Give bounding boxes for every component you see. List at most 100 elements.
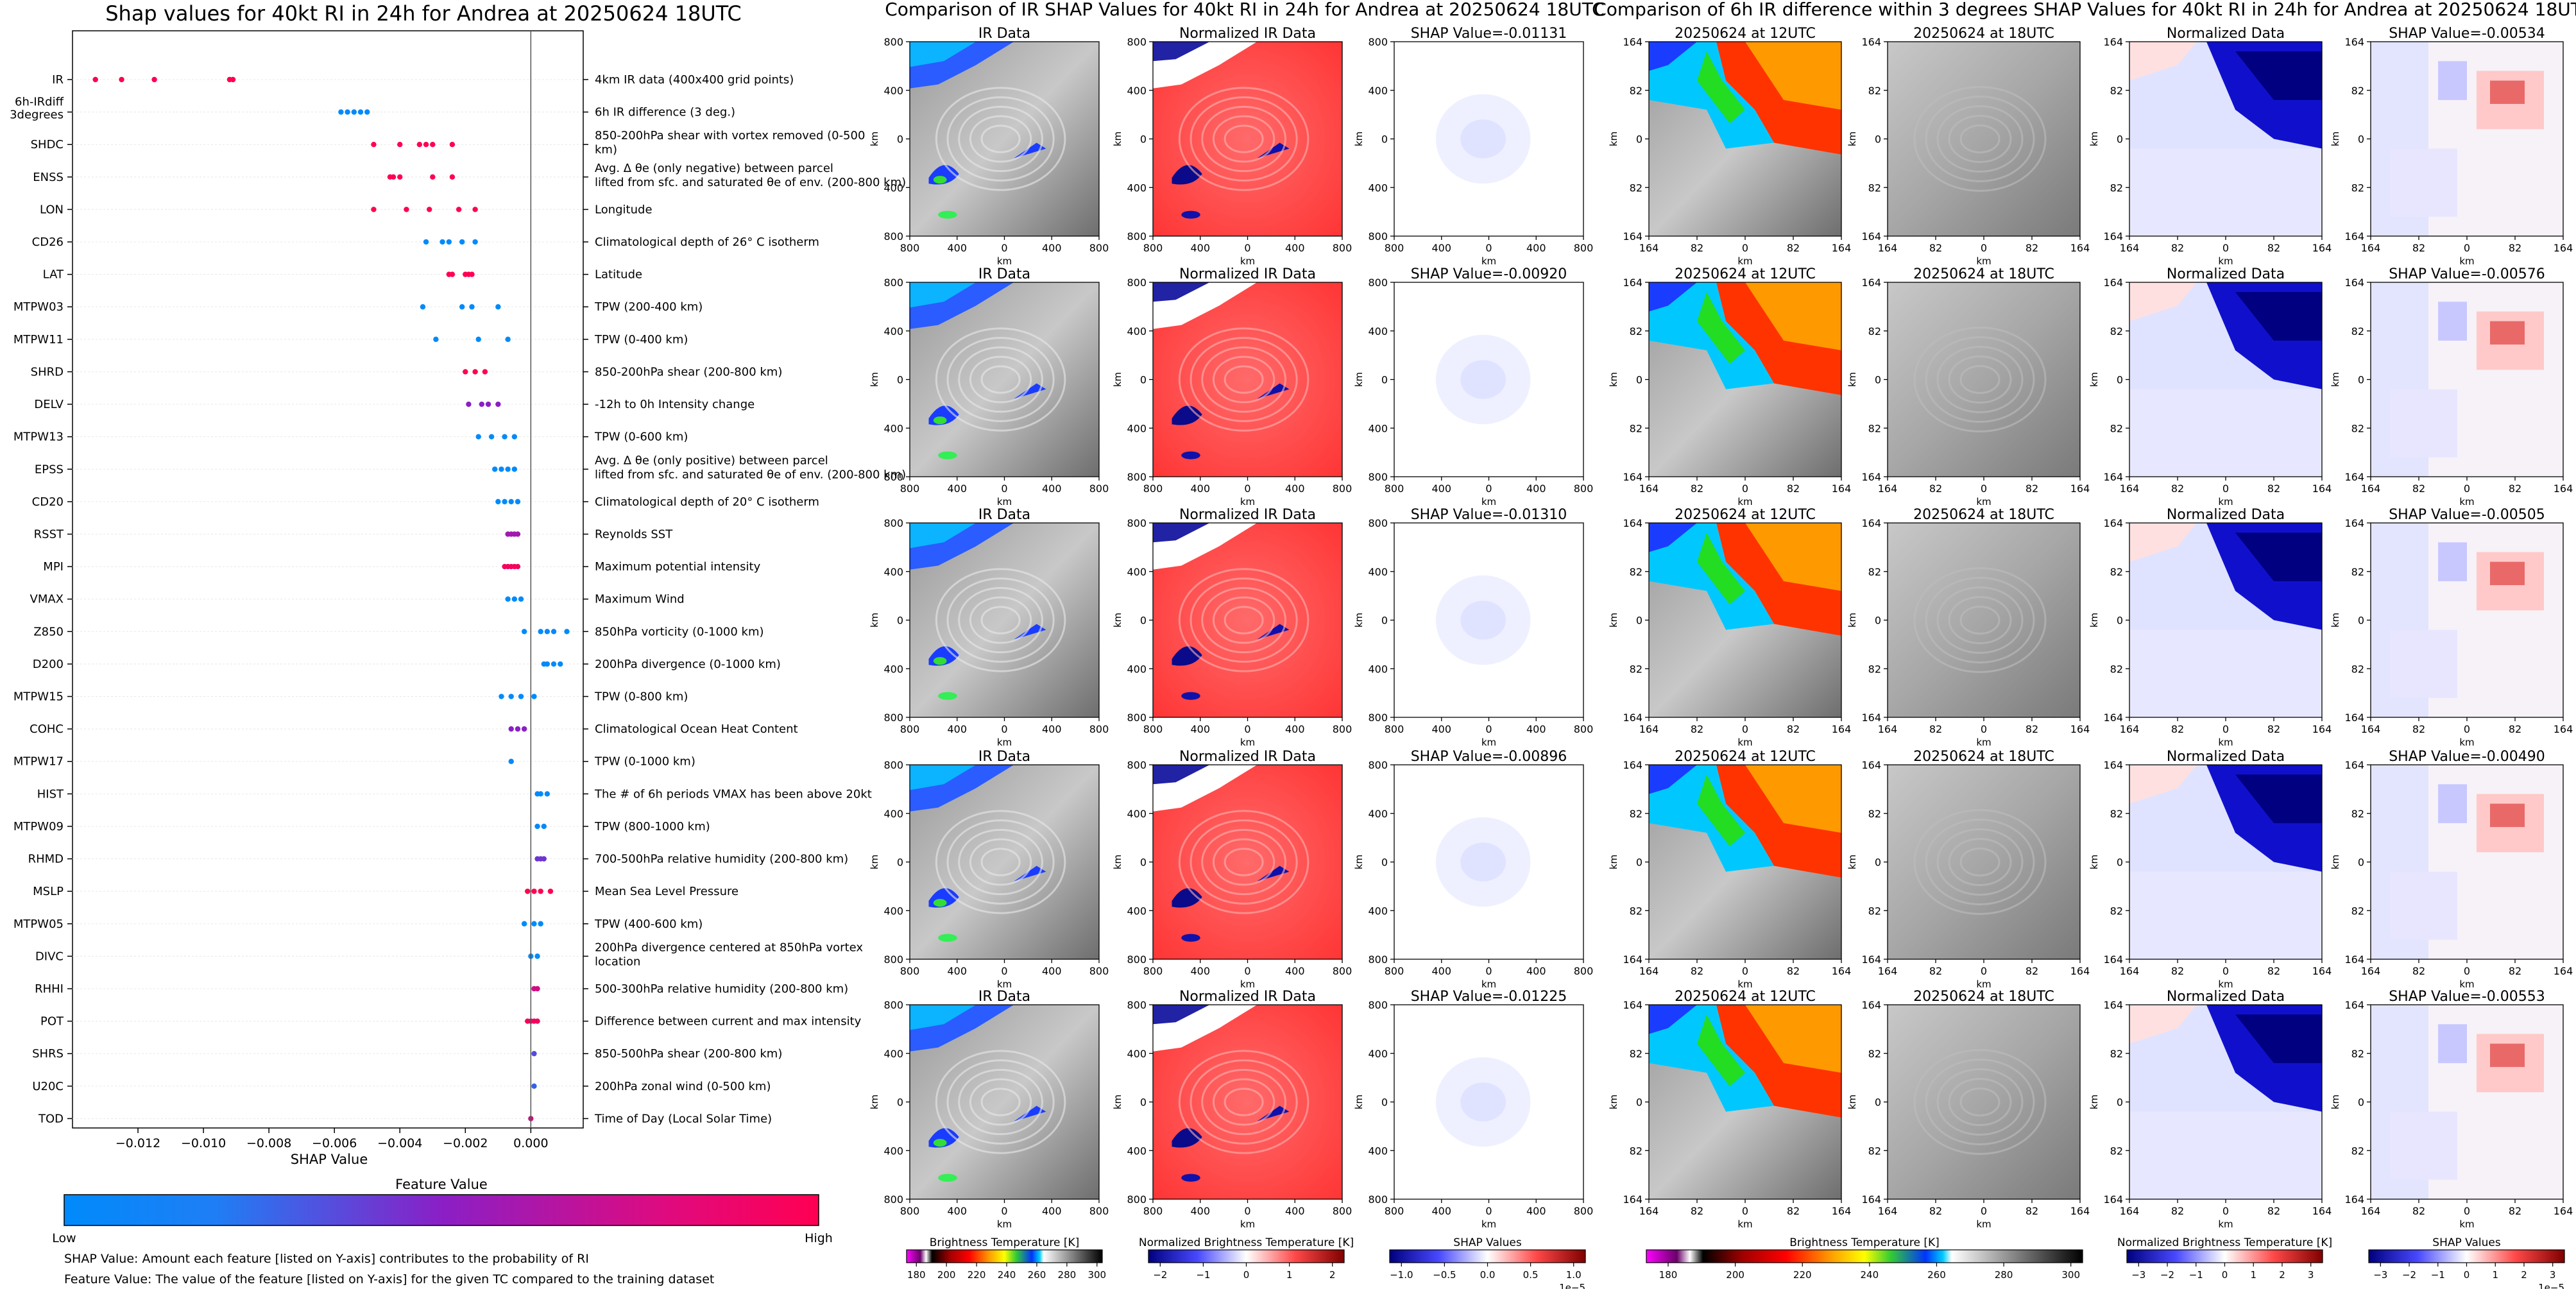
- cloud-band: [969, 1078, 1032, 1126]
- y-tick-label: 800: [1127, 230, 1147, 243]
- y-tick-label: 800: [883, 471, 903, 483]
- feature-value-colorbar: [64, 1194, 819, 1226]
- coldest-cloud: [1649, 282, 1697, 312]
- colorbar-bar: [2126, 1249, 2323, 1263]
- y-tick-label: 800: [883, 517, 903, 529]
- y-axis-label: km: [2330, 855, 2341, 869]
- y-tick-label: 400: [1368, 182, 1388, 194]
- subplot-title: Normalized IR Data: [1179, 989, 1316, 1005]
- cloud-band: [980, 848, 1021, 876]
- shap-point-epss: [505, 466, 511, 472]
- y-tick-label: 0: [1636, 857, 1642, 869]
- colorbar-bar: [1646, 1249, 2083, 1263]
- colorbar-tick-label: 220: [1793, 1269, 1812, 1281]
- cloud-band: [1948, 838, 2012, 886]
- x-axis-label: km: [2459, 978, 2474, 990]
- colorbar-tick-label: 0: [2464, 1269, 2470, 1281]
- subplot-frame: [909, 1004, 1100, 1200]
- y-tick-label: 800: [1368, 759, 1388, 771]
- feature-description: Maximum Wind: [595, 593, 685, 606]
- y-tick-label: 164: [2103, 471, 2123, 483]
- x-tick-label: 164: [1832, 723, 1852, 735]
- weak-region: [2129, 148, 2322, 236]
- subplot-frame: [2129, 1004, 2323, 1200]
- y-tick-label: 164: [1623, 230, 1642, 243]
- y-tick-label: 400: [1127, 1048, 1147, 1060]
- y-tick-label: 400: [1127, 1145, 1147, 1157]
- x-tick-label: 164: [1639, 482, 1659, 495]
- subplot-title: Normalized IR Data: [1179, 749, 1316, 765]
- strong-negative-region: [2235, 533, 2322, 581]
- shap-point-cohc: [515, 726, 521, 732]
- x-tick-label: 400: [1285, 723, 1305, 735]
- x-tick-label: 0: [2464, 723, 2470, 735]
- colorbar-tick-label: −1: [2431, 1269, 2445, 1281]
- x-axis-label: km: [997, 978, 1012, 990]
- shap-point-mtpw11: [475, 336, 481, 343]
- x-tick-label: 82: [2412, 482, 2425, 495]
- shap-point-6h-irdiff-3degrees: [357, 109, 364, 115]
- y-tick-label: 0: [1875, 615, 1881, 627]
- cloud-band: [1936, 586, 2024, 654]
- negative-region: [2390, 1111, 2457, 1180]
- cloud-band: [969, 838, 1032, 886]
- cloud-band: [1190, 819, 1298, 905]
- convective-cell: [1181, 451, 1200, 459]
- y-tick-label: 0: [2358, 1097, 2364, 1109]
- x-tick-label: 400: [1526, 242, 1546, 254]
- convective-cell: [1172, 405, 1202, 425]
- feature-label-d200: D200: [33, 658, 64, 671]
- cloud-band: [958, 346, 1043, 413]
- feature-label-delv: DELV: [34, 398, 64, 411]
- feature-description: 6h IR difference (3 deg.): [595, 106, 735, 119]
- y-tick-label: 164: [2344, 1193, 2364, 1206]
- shap-point-pot: [534, 1018, 540, 1024]
- positive-region: [2129, 523, 2197, 562]
- y-axis-label: km: [2088, 1095, 2100, 1109]
- y-tick-label: 82: [2110, 566, 2123, 578]
- footnote: SHAP Value: Amount each feature [listed …: [64, 1252, 589, 1266]
- y-tick-label: 82: [2110, 905, 2123, 917]
- y-tick-label: 82: [1630, 182, 1642, 194]
- x-tick-label: 0: [1001, 482, 1007, 495]
- y-tick-label: 82: [2110, 422, 2123, 434]
- negative-region: [2390, 148, 2457, 217]
- colorbar-bar: [2368, 1249, 2565, 1263]
- subplot-title: Normalized Data: [2167, 266, 2285, 282]
- subplot-frame: [1648, 764, 1842, 960]
- y-tick-label: 800: [1368, 999, 1388, 1011]
- x-tick-label: 0: [1485, 1205, 1492, 1217]
- x-tick-label: 400: [1190, 482, 1210, 495]
- colorbar-tick-label: −1: [2189, 1269, 2203, 1281]
- y-axis-label: km: [2088, 855, 2100, 869]
- colorbar-tick-label: −1: [1196, 1269, 1210, 1281]
- x-tick-label: 400: [1190, 242, 1210, 254]
- feature-description-line: Avg. Δ θe (only positive) between parcel: [595, 454, 828, 467]
- subplot-title: 20250624 at 18UTC: [1913, 507, 2054, 523]
- subplot-frame: [1887, 764, 2081, 960]
- y-tick-label: 82: [1630, 566, 1642, 578]
- shap-point-delv: [466, 401, 472, 407]
- cloud-band: [1178, 87, 1309, 191]
- x-tick-label: 82: [1929, 1205, 1942, 1217]
- x-tick-label: 164: [1878, 723, 1898, 735]
- x-tick-label: 164: [2361, 723, 2381, 735]
- feature-label-6h-irdiff-3degrees: 6h-IRdiff 3degrees: [10, 96, 64, 122]
- y-tick-label: 0: [897, 1097, 903, 1109]
- cold-cloud-core: [910, 523, 977, 549]
- x-tick-label: 0: [1981, 242, 1987, 254]
- shap-point-mtpw03: [420, 304, 426, 310]
- y-axis-label: km: [1112, 855, 1123, 869]
- x-tick-label: 400: [1042, 1205, 1062, 1217]
- shap-point-shdc: [371, 142, 377, 148]
- shap-region: [1460, 842, 1506, 882]
- ir-18utc-image: [1888, 1005, 2080, 1199]
- x-axis-label: km: [1481, 255, 1496, 267]
- y-tick-label: 82: [1630, 663, 1642, 675]
- shap-point-epss: [492, 466, 498, 472]
- y-axis-label: km: [2330, 1095, 2341, 1109]
- x-tick-label: 800: [1333, 965, 1352, 977]
- shap-point-cd26: [439, 239, 445, 245]
- x-axis-label: km: [1737, 1218, 1752, 1230]
- negative-region: [2390, 629, 2457, 698]
